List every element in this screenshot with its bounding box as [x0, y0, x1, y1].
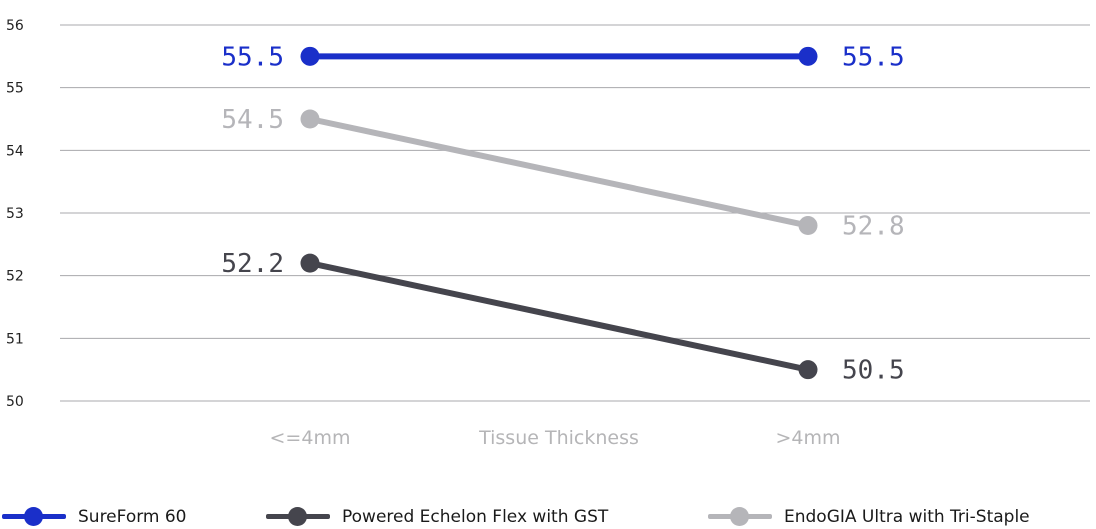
data-label: 50.5 [842, 356, 905, 386]
y-tick-label: 55 [6, 81, 24, 97]
y-tick-label: 53 [6, 206, 24, 222]
legend-item-endogia: EndoGIA Ultra with Tri-Staple [708, 504, 1030, 529]
x-axis-label: Tissue Thickness [478, 427, 639, 449]
data-label: 55.5 [221, 42, 284, 72]
data-point [300, 109, 320, 129]
data-point [798, 46, 818, 66]
legend-swatch-endogia [708, 504, 772, 529]
series-line [307, 260, 811, 373]
legend-marker [288, 507, 307, 526]
data-point [798, 216, 818, 236]
legend: SureForm 60 Powered Echelon Flex with GS… [0, 504, 1096, 529]
series-2: 54.5 52.8 [221, 105, 904, 242]
legend-item-sureform: SureForm 60 [2, 504, 187, 529]
series-1: 52.2 50.5 [221, 249, 904, 386]
x-category-label: >4mm [775, 427, 840, 449]
y-tick-label: 56 [6, 18, 24, 34]
y-tick-label: 54 [6, 143, 24, 159]
legend-marker [24, 507, 43, 526]
data-label: 54.5 [221, 105, 284, 135]
legend-item-echelon: Powered Echelon Flex with GST [266, 504, 608, 529]
data-point [300, 253, 320, 273]
data-point [798, 360, 818, 380]
gridlines [60, 24, 1090, 402]
legend-marker [730, 507, 749, 526]
series-layer: 54.5 52.8 52.2 50.5 55.5 55.5 [221, 42, 904, 385]
y-axis-ticks: 50 51 52 53 54 55 56 [6, 18, 24, 410]
series-line [307, 116, 811, 229]
x-axis-categories: <=4mm >4mm [270, 427, 841, 449]
data-label: 52.8 [842, 212, 905, 242]
legend-label-endogia: EndoGIA Ultra with Tri-Staple [784, 506, 1030, 527]
series-0: 55.5 55.5 [221, 42, 904, 72]
y-tick-label: 52 [6, 269, 24, 285]
legend-swatch-sureform [2, 504, 66, 529]
legend-label-echelon: Powered Echelon Flex with GST [342, 506, 609, 527]
y-tick-label: 50 [6, 394, 24, 410]
data-label: 55.5 [842, 42, 905, 72]
x-category-label: <=4mm [270, 427, 351, 449]
y-tick-label: 51 [6, 331, 24, 347]
legend-swatch-echelon [266, 504, 330, 529]
data-label: 52.2 [221, 249, 284, 279]
legend-label-sureform: SureForm 60 [78, 506, 187, 527]
data-point [300, 46, 320, 66]
